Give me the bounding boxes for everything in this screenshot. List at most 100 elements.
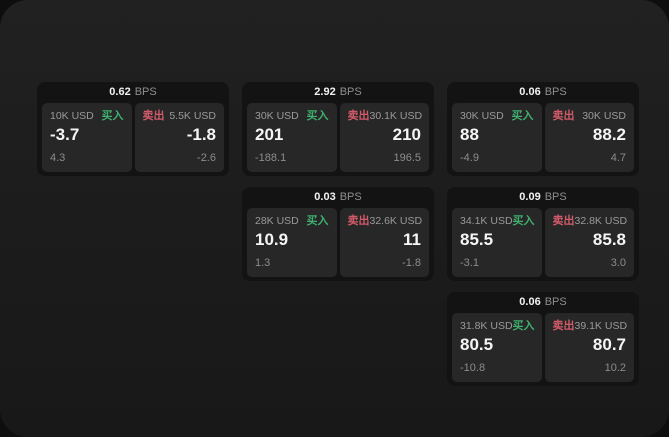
- sell-quote-tile[interactable]: 卖出 30.1K USD 210 196.5: [339, 103, 429, 172]
- buy-sub-value: -3.1: [460, 257, 479, 269]
- buy-quote-tile[interactable]: 28K USD 买入 10.9 1.3: [247, 208, 337, 277]
- sell-side-label: 卖出: [552, 320, 575, 332]
- quote-panels: 28K USD 买入 10.9 1.3 卖出 32.6K USD 11 -1.8: [247, 208, 429, 277]
- sell-tile-top: 卖出 5.5K USD: [143, 111, 217, 122]
- buy-quote-tile[interactable]: 30K USD 买入 201 -188.1: [247, 103, 337, 172]
- spread-value: 0.09: [519, 191, 541, 203]
- sell-quote-tile[interactable]: 卖出 32.6K USD 11 -1.8: [339, 208, 429, 277]
- buy-sub-value: -188.1: [255, 152, 287, 164]
- buy-quote-tile[interactable]: 31.8K USD 买入 80.5 -10.8: [452, 313, 542, 382]
- sell-price: 85.8: [592, 230, 626, 249]
- quote-card: 0.62 BPS 10K USD 买入 -3.7 4.3 卖出 5.5K USD: [37, 82, 229, 176]
- buy-price: 201: [255, 125, 284, 144]
- sell-sub-value: 196.5: [393, 152, 421, 164]
- buy-amount: 28K USD: [255, 215, 299, 228]
- buy-side-label: 买入: [511, 110, 534, 122]
- quote-card-grid: 0.62 BPS 10K USD 买入 -3.7 4.3 卖出 5.5K USD: [37, 82, 639, 386]
- sell-price: 80.7: [592, 335, 626, 354]
- buy-sub-value: -10.8: [460, 362, 486, 374]
- buy-side-label: 买入: [306, 215, 329, 227]
- buy-amount: 34.1K USD: [460, 215, 513, 228]
- spread-value: 0.06: [519, 86, 541, 98]
- quote-card: 0.03 BPS 28K USD 买入 10.9 1.3 卖出 32.6K US…: [242, 187, 434, 281]
- spread-unit: BPS: [544, 296, 567, 308]
- sell-amount: 32.8K USD: [574, 215, 628, 228]
- sell-sub-value: -2.6: [197, 152, 216, 164]
- sell-sub-value: 3.0: [610, 257, 626, 269]
- buy-sub-value: -4.9: [460, 152, 479, 164]
- buy-price: 10.9: [255, 230, 289, 249]
- buy-amount: 30K USD: [460, 110, 504, 123]
- spread-header: 0.03 BPS: [247, 187, 429, 208]
- quote-panels: 34.1K USD 买入 85.5 -3.1 卖出 32.8K USD 85.8…: [452, 208, 634, 277]
- sell-amount: 30K USD: [582, 110, 626, 123]
- spread-value: 0.03: [314, 191, 336, 203]
- sell-price: -1.8: [186, 125, 216, 144]
- sell-sub-value: 10.2: [604, 362, 626, 374]
- buy-price: -3.7: [50, 125, 80, 144]
- quote-card: 2.92 BPS 30K USD 买入 201 -188.1 卖出 30.1K …: [242, 82, 434, 176]
- spread-unit: BPS: [134, 86, 157, 98]
- sell-side-label: 卖出: [347, 215, 370, 227]
- buy-quote-tile[interactable]: 34.1K USD 买入 85.5 -3.1: [452, 208, 542, 277]
- spread-header: 0.62 BPS: [42, 82, 224, 103]
- quote-card: 0.06 BPS 31.8K USD 买入 80.5 -10.8 卖出 39.1…: [447, 292, 639, 386]
- sell-quote-tile[interactable]: 卖出 39.1K USD 80.7 10.2: [544, 313, 634, 382]
- spread-value: 0.06: [519, 296, 541, 308]
- buy-side-label: 买入: [306, 110, 329, 122]
- spread-unit: BPS: [544, 191, 567, 203]
- buy-amount: 30K USD: [255, 110, 299, 123]
- quote-panels: 10K USD 买入 -3.7 4.3 卖出 5.5K USD -1.8 -2.…: [42, 103, 224, 172]
- buy-sub-value: 4.3: [50, 152, 66, 164]
- spread-unit: BPS: [544, 86, 567, 98]
- buy-price: 80.5: [460, 335, 494, 354]
- sell-tile-top: 卖出 32.8K USD: [552, 215, 628, 228]
- quote-panels: 31.8K USD 买入 80.5 -10.8 卖出 39.1K USD 80.…: [452, 313, 634, 382]
- sell-side-label: 卖出: [347, 110, 370, 122]
- buy-price: 88: [460, 125, 479, 144]
- sell-amount: 30.1K USD: [369, 110, 423, 123]
- buy-tile-top: 30K USD 买入: [460, 111, 534, 122]
- sell-price: 11: [403, 230, 421, 249]
- spread-header: 2.92 BPS: [247, 82, 429, 103]
- sell-amount: 39.1K USD: [574, 320, 628, 333]
- sell-price: 210: [392, 125, 421, 144]
- buy-tile-top: 10K USD 买入: [50, 111, 124, 122]
- sell-sub-value: -1.8: [402, 257, 421, 269]
- sell-sub-value: 4.7: [610, 152, 626, 164]
- sell-side-label: 卖出: [552, 110, 575, 122]
- spread-value: 2.92: [314, 86, 336, 98]
- spread-header: 0.06 BPS: [452, 292, 634, 313]
- buy-amount: 10K USD: [50, 110, 94, 123]
- sell-quote-tile[interactable]: 卖出 32.8K USD 85.8 3.0: [544, 208, 634, 277]
- sell-amount: 32.6K USD: [369, 215, 423, 228]
- spread-header: 0.06 BPS: [452, 82, 634, 103]
- buy-tile-top: 30K USD 买入: [255, 111, 329, 122]
- quote-card: 0.09 BPS 34.1K USD 买入 85.5 -3.1 卖出 32.8K…: [447, 187, 639, 281]
- sell-side-label: 卖出: [552, 215, 575, 227]
- spread-unit: BPS: [339, 191, 362, 203]
- quote-panels: 30K USD 买入 88 -4.9 卖出 30K USD 88.2 4.7: [452, 103, 634, 172]
- sell-tile-top: 卖出 30.1K USD: [347, 110, 423, 123]
- spread-unit: BPS: [339, 86, 362, 98]
- buy-price: 85.5: [460, 230, 494, 249]
- buy-side-label: 买入: [512, 215, 535, 227]
- quote-panels: 30K USD 买入 201 -188.1 卖出 30.1K USD 210 1…: [247, 103, 429, 172]
- buy-amount: 31.8K USD: [460, 320, 513, 333]
- sell-price: 88.2: [592, 125, 626, 144]
- buy-quote-tile[interactable]: 30K USD 买入 88 -4.9: [452, 103, 542, 172]
- sell-quote-tile[interactable]: 卖出 30K USD 88.2 4.7: [544, 103, 634, 172]
- buy-tile-top: 31.8K USD 买入: [460, 320, 535, 333]
- quote-card: 0.06 BPS 30K USD 买入 88 -4.9 卖出 30K USD: [447, 82, 639, 176]
- buy-quote-tile[interactable]: 10K USD 买入 -3.7 4.3: [42, 103, 132, 172]
- sell-amount: 5.5K USD: [169, 110, 216, 123]
- sell-quote-tile[interactable]: 卖出 5.5K USD -1.8 -2.6: [134, 103, 224, 172]
- spread-value: 0.62: [109, 86, 131, 98]
- sell-side-label: 卖出: [142, 110, 165, 122]
- sell-tile-top: 卖出 39.1K USD: [552, 320, 628, 333]
- buy-tile-top: 34.1K USD 买入: [460, 215, 535, 228]
- sell-tile-top: 卖出 32.6K USD: [347, 215, 423, 228]
- buy-side-label: 买入: [512, 320, 535, 332]
- buy-side-label: 买入: [101, 110, 124, 122]
